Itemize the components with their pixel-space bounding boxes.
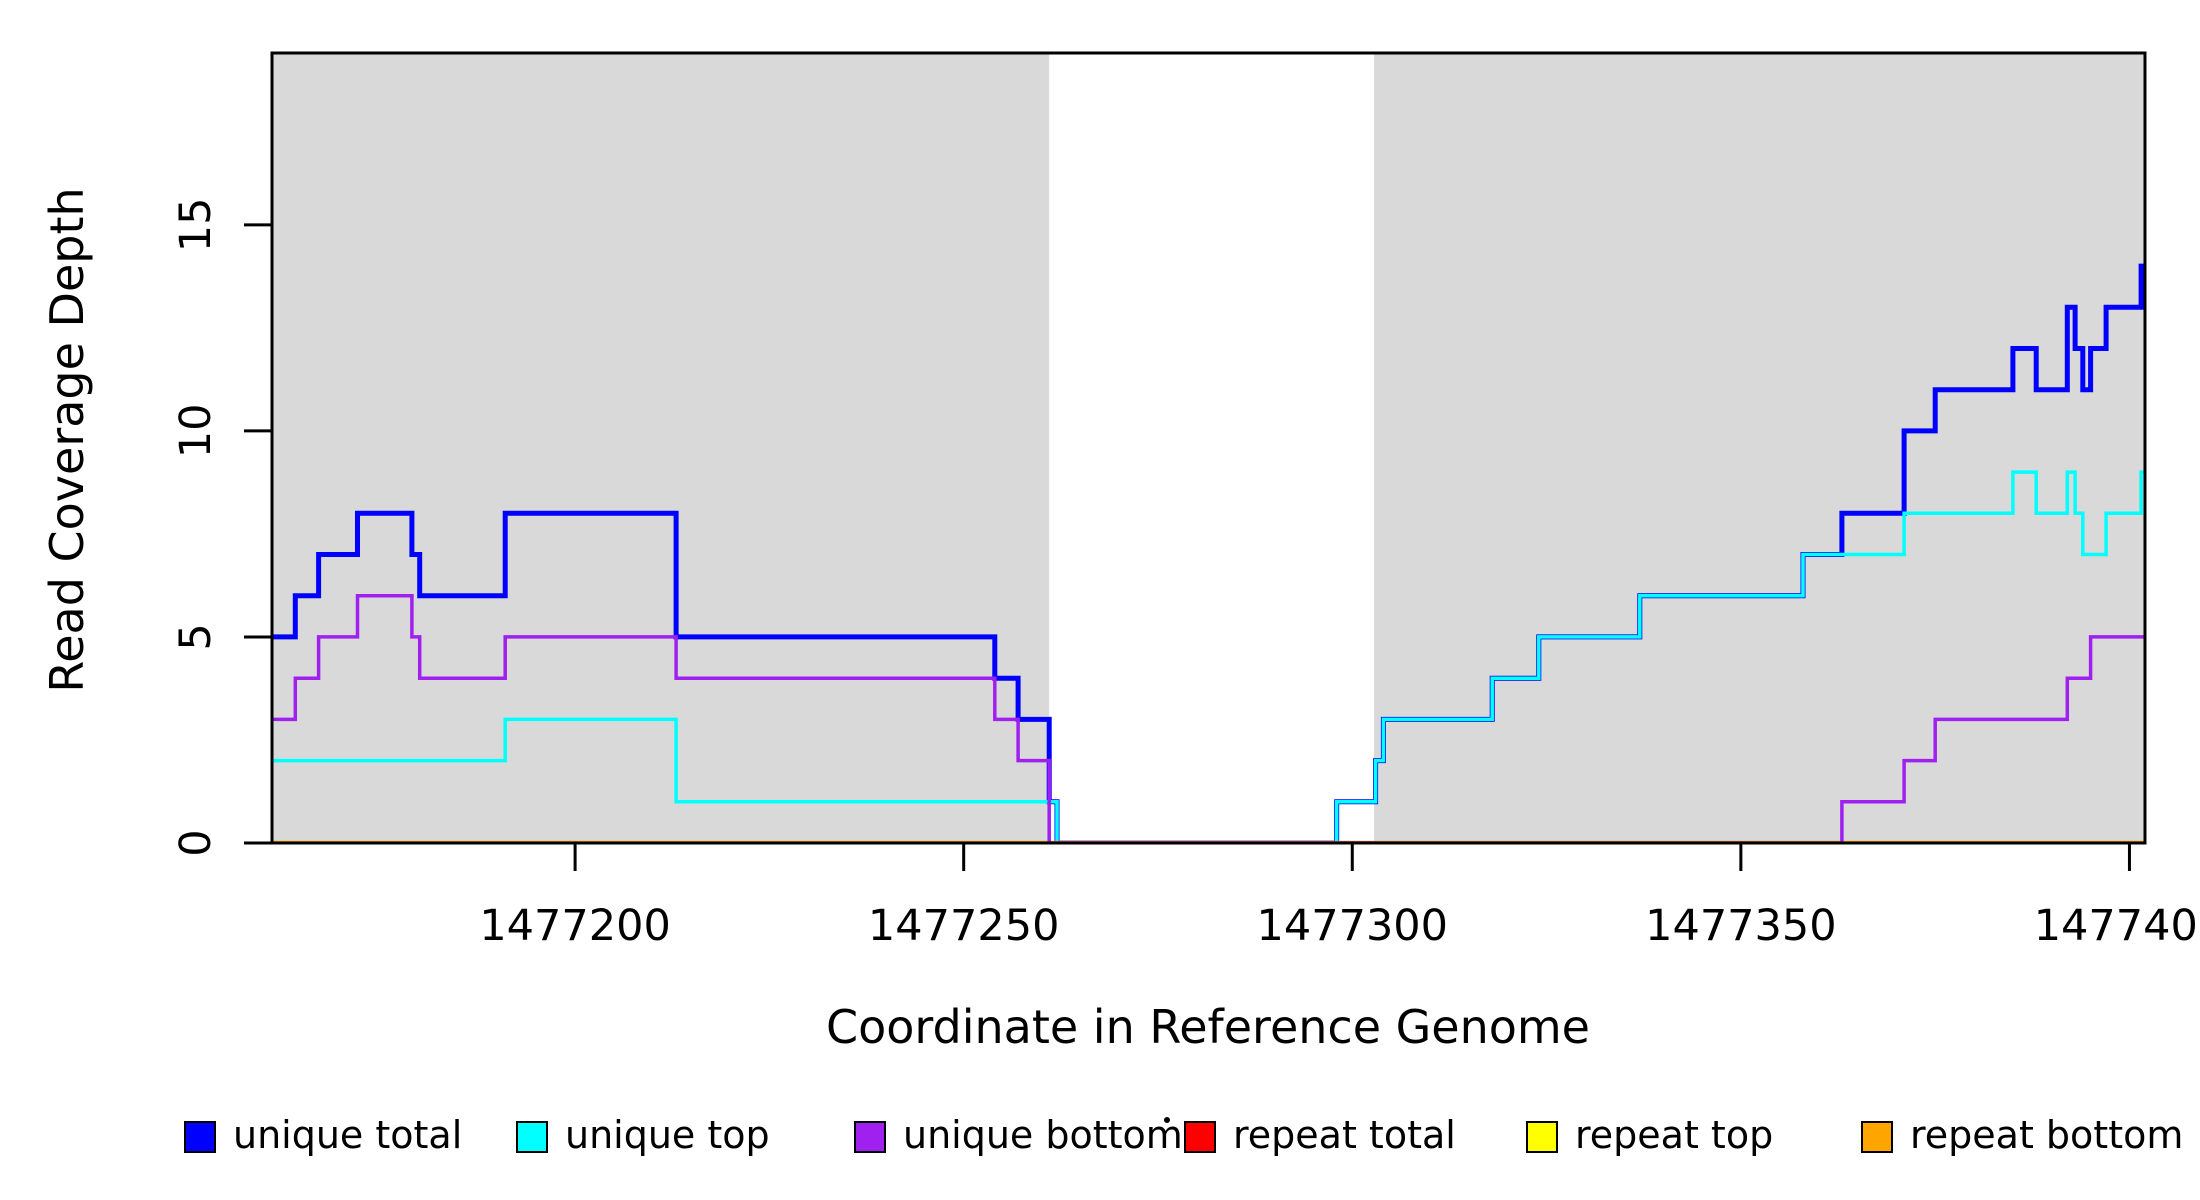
- legend-label-unique-total: unique total: [233, 1113, 462, 1157]
- legend-swatch-unique-top: [516, 1121, 548, 1153]
- legend-swatch-repeat-total: [1184, 1121, 1216, 1153]
- legend-swatch-unique-bottom: [854, 1121, 886, 1153]
- legend-label-unique-bottom: unique bottom: [903, 1113, 1183, 1157]
- y-tick-label: 0: [171, 829, 221, 856]
- legend-swatch-repeat-bottom: [1861, 1121, 1893, 1153]
- plot-border-box: [270, 51, 2147, 845]
- legend-item-repeat-total: repeat total: [1184, 1113, 1456, 1157]
- legend-swatch-unique-total: [184, 1121, 216, 1153]
- x-tick-label: 1477350: [1645, 901, 1837, 951]
- coverage-series: [272, 263, 2145, 843]
- legend: unique total unique top unique bottom re…: [184, 1113, 2183, 1157]
- x-tick-label: 1477200: [479, 901, 671, 951]
- x-axis-ticks: [573, 843, 2131, 871]
- legend-item-unique-total: unique total: [184, 1113, 462, 1157]
- series-unique-top-line: [272, 470, 2145, 843]
- shaded-region-right: [1374, 53, 2145, 843]
- x-tick-label: 1477300: [1257, 901, 1449, 951]
- legend-label-repeat-top: repeat top: [1575, 1113, 1773, 1157]
- y-axis-title: Read Coverage Depth: [40, 187, 94, 692]
- legend-item-unique-top: unique top: [516, 1113, 770, 1157]
- legend-label-repeat-total: repeat total: [1233, 1113, 1456, 1157]
- legend-item-repeat-bottom: repeat bottom: [1861, 1113, 2183, 1157]
- legend-label-unique-top: unique top: [565, 1113, 770, 1157]
- shaded-regions: [272, 53, 2145, 843]
- y-tick-label: 5: [171, 623, 221, 650]
- x-tick-label: 1477250: [868, 901, 1060, 951]
- legend-label-repeat-bottom: repeat bottom: [1910, 1113, 2183, 1157]
- legend-swatch-repeat-top: [1526, 1121, 1558, 1153]
- legend-artifact-dot: [1164, 1117, 1170, 1123]
- y-tick-label: 15: [171, 197, 221, 252]
- y-axis-ticks: [244, 223, 272, 845]
- y-axis-tick-labels: 0 5 10 15: [171, 197, 221, 856]
- legend-item-repeat-top: repeat top: [1526, 1113, 1773, 1157]
- shaded-region-left: [272, 53, 1050, 843]
- legend-item-unique-bottom: unique bottom: [854, 1113, 1183, 1157]
- series-unique-bottom-line: [272, 593, 2145, 843]
- x-axis-title: Coordinate in Reference Genome: [826, 1000, 1590, 1054]
- y-tick-label: 10: [171, 404, 221, 459]
